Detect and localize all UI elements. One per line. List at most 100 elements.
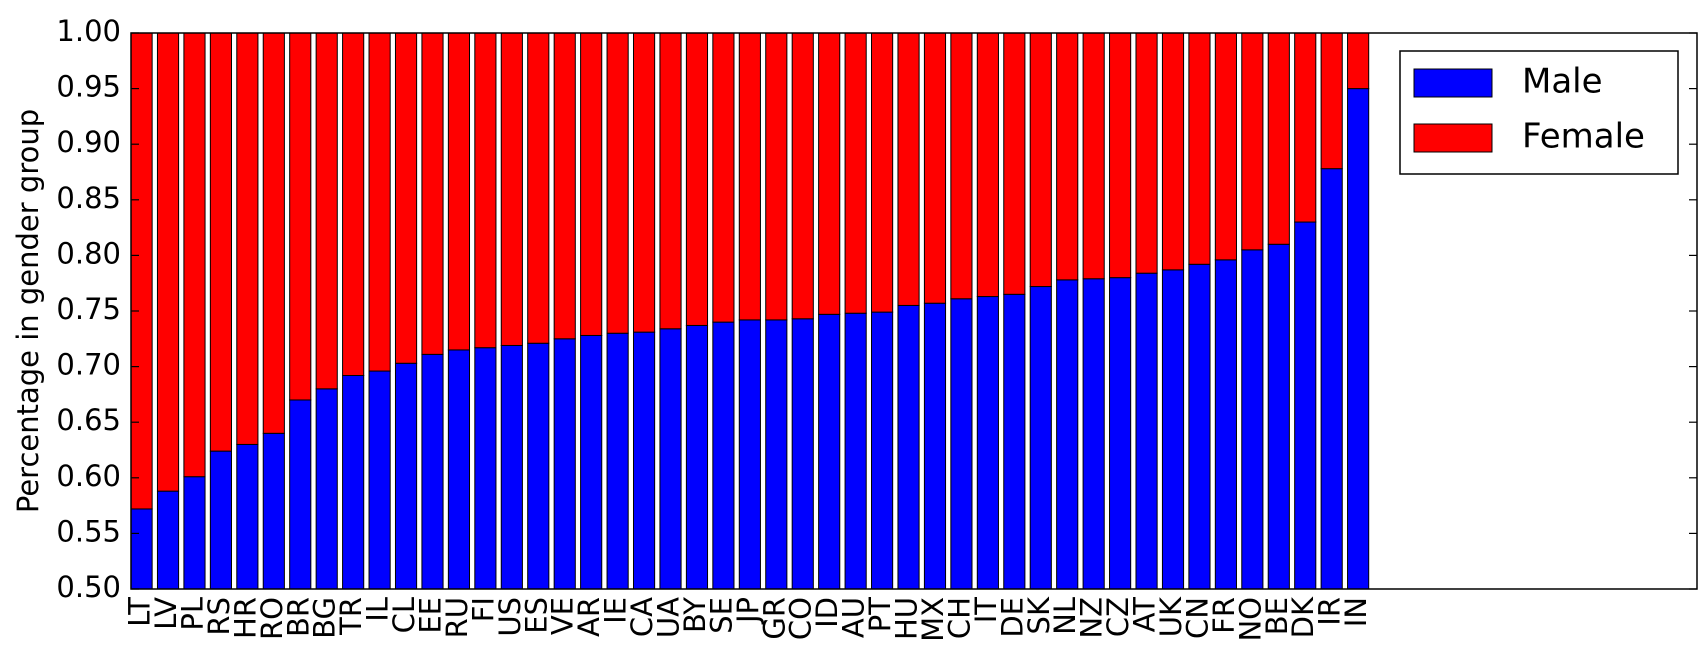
x-tick-label: BR <box>281 597 315 637</box>
y-tick-label: 0.65 <box>56 403 121 437</box>
legend-label: Female <box>1522 117 1645 157</box>
bar-segment <box>209 450 232 589</box>
bar-segment <box>368 33 391 372</box>
x-tick-label: FI <box>466 597 500 622</box>
bar-segment <box>1003 293 1026 589</box>
bar-segment <box>685 33 709 326</box>
x-tick-label: RS <box>202 597 236 636</box>
x-tick-label: DK <box>1286 596 1320 638</box>
bar-segment <box>1320 33 1343 170</box>
bar-segment <box>1109 277 1132 589</box>
y-tick-label: 0.50 <box>56 570 121 604</box>
bar-segment <box>131 508 153 589</box>
x-tick-label: IN <box>1339 597 1373 627</box>
bar-segment <box>1135 272 1158 589</box>
bar-segment <box>606 332 629 589</box>
x-tick-label: IT <box>969 597 1003 624</box>
bar-segment <box>394 33 418 364</box>
bar-segment <box>897 33 920 306</box>
bar-segment <box>209 33 232 452</box>
bar-segment <box>1267 243 1290 589</box>
bar-segment <box>1347 88 1370 589</box>
bar-segment <box>1056 33 1079 281</box>
x-tick-label: SK <box>1022 596 1056 634</box>
bar-segment <box>818 33 841 315</box>
x-tick-label: UK <box>1154 596 1188 637</box>
legend-label: Male <box>1522 62 1603 102</box>
bar-segment <box>474 33 497 349</box>
bar-segment <box>289 399 312 589</box>
bar-segment <box>262 432 285 589</box>
bar-segment <box>315 388 338 589</box>
bar-segment <box>1135 33 1158 274</box>
bar-segment <box>1294 33 1317 223</box>
x-tick-label: CH <box>942 597 976 639</box>
bar-segment <box>1109 33 1132 279</box>
bar-segment <box>712 33 735 323</box>
bar-segment <box>950 33 973 300</box>
bar-segment <box>553 338 576 589</box>
y-tick-label: 0.75 <box>56 292 121 326</box>
bar-segment <box>447 349 471 589</box>
bar-segment <box>844 312 867 589</box>
bar-segment <box>1082 33 1105 280</box>
y-tick-label: 0.60 <box>56 459 121 493</box>
bar-segment <box>580 33 603 336</box>
x-tick-label: FR <box>1207 597 1241 634</box>
bar-segment <box>871 311 894 589</box>
x-tick-label: SE <box>704 597 738 634</box>
bar-segment <box>342 33 365 376</box>
bar-segment <box>421 33 444 355</box>
x-tick-label: CN <box>1180 597 1214 639</box>
bar-segment <box>580 334 603 589</box>
x-tick-label: IL <box>361 597 395 622</box>
bar-segment <box>685 324 709 589</box>
bar-segment <box>632 331 656 589</box>
x-tick-label: NL <box>1048 597 1082 635</box>
bars <box>131 33 1370 589</box>
bar-segment <box>474 347 497 589</box>
x-tick-label: AR <box>572 597 606 637</box>
x-tick-label: PL <box>175 597 209 631</box>
bar-segment <box>1056 279 1079 589</box>
bar-segment <box>500 344 523 589</box>
bar-segment <box>1188 33 1211 265</box>
y-tick-label: 0.90 <box>56 125 121 159</box>
bar-segment <box>236 33 259 445</box>
bar-segment <box>1082 278 1105 589</box>
x-tick-label: RU <box>440 597 474 638</box>
bar-segment <box>1241 33 1264 251</box>
bar-segment <box>1267 33 1290 245</box>
y-tick-label: 0.80 <box>56 236 121 270</box>
bar-segment <box>527 33 550 344</box>
bar-segment <box>156 490 180 589</box>
bar-segment <box>1214 33 1237 261</box>
bar-segment <box>156 33 180 492</box>
x-tick-label: JP <box>731 597 765 625</box>
x-tick-label: BE <box>1260 597 1294 635</box>
x-tick-label: VE <box>546 597 580 635</box>
bar-segment <box>1161 33 1185 271</box>
bar-segment <box>1241 249 1264 589</box>
bar-segment <box>1347 33 1370 90</box>
x-tick-label: HU <box>890 597 924 640</box>
x-tick-label: BG <box>308 597 342 639</box>
x-tick-label: CA <box>625 597 659 637</box>
x-tick-label: ES <box>519 597 553 634</box>
x-tick-label: NO <box>1233 597 1267 642</box>
bar-segment <box>923 302 947 589</box>
x-tick-label: DE <box>995 597 1029 638</box>
x-tick-label: TR <box>334 597 368 636</box>
bar-segment <box>527 342 550 589</box>
bar-segment <box>606 33 629 334</box>
y-axis-label: Percentage in gender group <box>11 109 45 513</box>
x-tick-label: MX <box>916 597 950 642</box>
y-tick-label: 0.55 <box>56 514 121 548</box>
bar-segment <box>632 33 656 333</box>
bar-segment <box>1003 33 1026 295</box>
bar-segment <box>183 33 206 478</box>
bar-segment <box>659 33 682 330</box>
bar-segment <box>950 298 973 589</box>
y-tick-label: 0.85 <box>56 181 121 215</box>
